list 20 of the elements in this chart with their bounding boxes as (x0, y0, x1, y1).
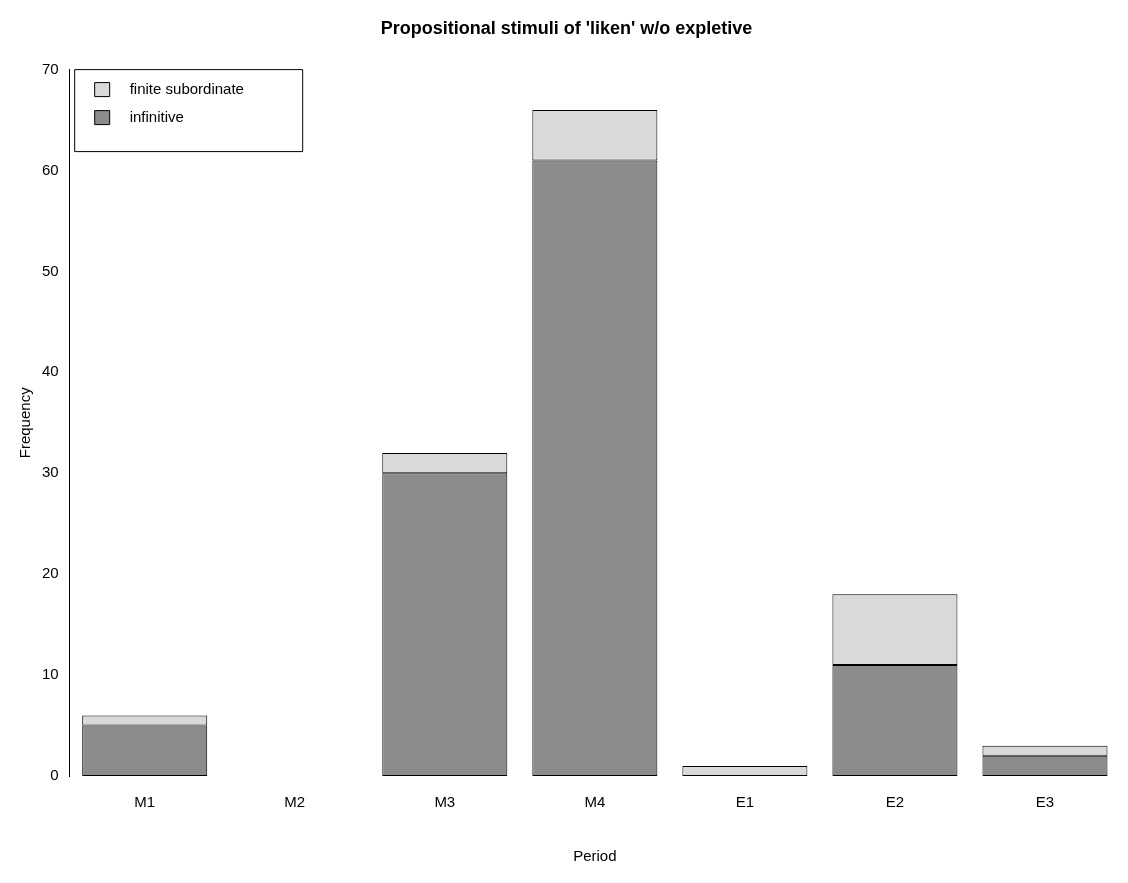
y-tick-label: 60 (42, 160, 59, 178)
x-tick-label: E3 (1035, 793, 1055, 811)
chart-title: Propositional stimuli of 'liken' w/o expletive (380, 17, 753, 38)
y-tick-label: 30 (42, 463, 59, 481)
y-tick-label: 40 (42, 362, 59, 380)
x-tick-label: M1 (134, 793, 156, 811)
x-tick-label: M4 (584, 793, 606, 811)
y-tick-label: 70 (42, 59, 59, 77)
y-tick-label: 0 (50, 766, 59, 784)
x-axis-title: Period (573, 847, 617, 865)
y-tick-label: 10 (42, 665, 59, 683)
x-tick-label: M2 (284, 793, 306, 811)
y-axis-title: Frequency (16, 386, 34, 459)
y-tick-label: 50 (42, 261, 59, 279)
x-tick-label: E1 (735, 793, 755, 811)
legend-label: infinitive (129, 107, 184, 125)
legend-label: finite subordinate (129, 79, 244, 97)
x-tick-label: M3 (434, 793, 456, 811)
y-tick-label: 20 (42, 564, 59, 582)
x-tick-label: E2 (885, 793, 905, 811)
